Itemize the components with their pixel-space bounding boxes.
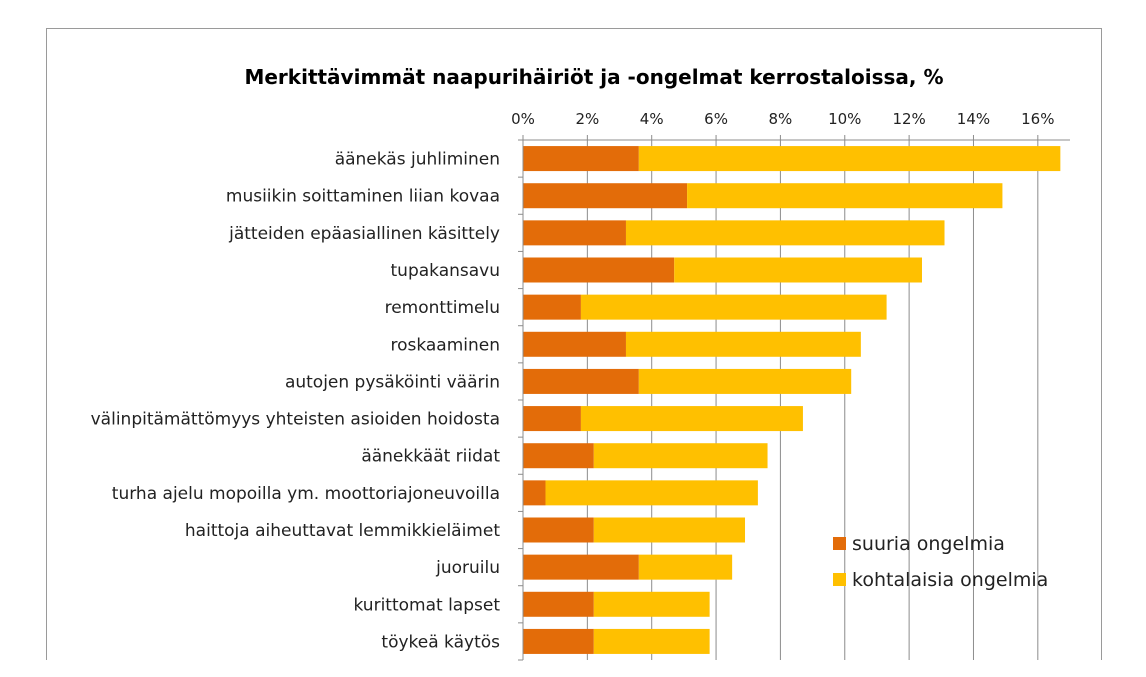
x-tick-label: 14% bbox=[957, 110, 990, 128]
bar-suuria-ongelmia bbox=[523, 331, 626, 357]
x-tick-label: 0% bbox=[511, 110, 535, 128]
bar-kohtalaisia-ongelmia bbox=[674, 257, 922, 283]
bar-suuria-ongelmia bbox=[523, 146, 639, 172]
x-tick-label: 6% bbox=[704, 110, 728, 128]
bar-kohtalaisia-ongelmia bbox=[593, 517, 746, 543]
bar-suuria-ongelmia bbox=[523, 406, 581, 432]
category-label: tupakansavu bbox=[391, 261, 501, 281]
category-label: musiikin soittaminen liian kovaa bbox=[226, 187, 500, 207]
x-tick-label: 8% bbox=[769, 110, 793, 128]
category-label: juoruilu bbox=[435, 558, 500, 578]
bar-suuria-ongelmia bbox=[523, 591, 594, 617]
category-label: äänekkäät riidat bbox=[361, 447, 500, 467]
x-tick-label: 10% bbox=[828, 110, 861, 128]
bar-kohtalaisia-ongelmia bbox=[593, 443, 768, 469]
bar-kohtalaisia-ongelmia bbox=[638, 146, 1061, 172]
bar-suuria-ongelmia bbox=[523, 517, 594, 543]
category-label: autojen pysäköinti väärin bbox=[285, 372, 500, 392]
bar-kohtalaisia-ongelmia bbox=[593, 591, 710, 617]
bar-kohtalaisia-ongelmia bbox=[687, 183, 1003, 209]
bar-suuria-ongelmia bbox=[523, 257, 675, 283]
category-label: välinpitämättömyys yhteisten asioiden ho… bbox=[91, 410, 500, 430]
legend-swatch bbox=[833, 537, 846, 550]
x-tick-label: 12% bbox=[892, 110, 925, 128]
category-labels: äänekäs juhliminen musiikin soittaminen l… bbox=[91, 150, 501, 653]
legend: suuria ongelmia kohtalaisia ongelmia bbox=[833, 533, 1048, 591]
bar-suuria-ongelmia bbox=[523, 554, 639, 580]
category-label: äänekäs juhliminen bbox=[335, 150, 500, 170]
bar-suuria-ongelmia bbox=[523, 183, 688, 209]
chart-title: Merkittävimmät naapurihäiriöt ja -ongelm… bbox=[244, 65, 943, 89]
bar-suuria-ongelmia bbox=[523, 294, 581, 320]
category-label: töykeä käytös bbox=[381, 632, 500, 652]
x-axis-tick-labels: 0% 2% 4% 6% 8% 10% 12% 14% 16% bbox=[511, 110, 1054, 128]
category-label: remonttimelu bbox=[385, 298, 500, 318]
bar-suuria-ongelmia bbox=[523, 480, 546, 506]
bar-suuria-ongelmia bbox=[523, 368, 639, 394]
category-label: jätteiden epäasiallinen käsittely bbox=[228, 224, 500, 244]
bar-kohtalaisia-ongelmia bbox=[638, 368, 852, 394]
chart-frame bbox=[46, 28, 1102, 660]
x-tick-label: 2% bbox=[575, 110, 599, 128]
bar-suuria-ongelmia bbox=[523, 220, 626, 246]
category-label: kurittomat lapset bbox=[353, 595, 500, 615]
legend-swatch bbox=[833, 573, 846, 586]
bars bbox=[523, 146, 1061, 654]
bar-kohtalaisia-ongelmia bbox=[625, 331, 861, 357]
axes bbox=[518, 135, 1070, 661]
legend-label: suuria ongelmia bbox=[852, 533, 1005, 555]
bar-kohtalaisia-ongelmia bbox=[580, 406, 803, 432]
bar-kohtalaisia-ongelmia bbox=[638, 554, 733, 580]
x-tick-label: 16% bbox=[1021, 110, 1054, 128]
bar-kohtalaisia-ongelmia bbox=[593, 628, 710, 654]
bar-suuria-ongelmia bbox=[523, 443, 594, 469]
category-label: roskaaminen bbox=[390, 335, 500, 355]
x-tick-label: 4% bbox=[640, 110, 664, 128]
category-label: haittoja aiheuttavat lemmikkieläimet bbox=[185, 521, 500, 541]
bar-kohtalaisia-ongelmia bbox=[580, 294, 887, 320]
category-label: turha ajelu mopoilla ym. moottoriajoneuv… bbox=[112, 484, 500, 504]
legend-label: kohtalaisia ongelmia bbox=[852, 569, 1048, 591]
bar-kohtalaisia-ongelmia bbox=[625, 220, 945, 246]
bar-kohtalaisia-ongelmia bbox=[545, 480, 758, 506]
bar-suuria-ongelmia bbox=[523, 628, 594, 654]
